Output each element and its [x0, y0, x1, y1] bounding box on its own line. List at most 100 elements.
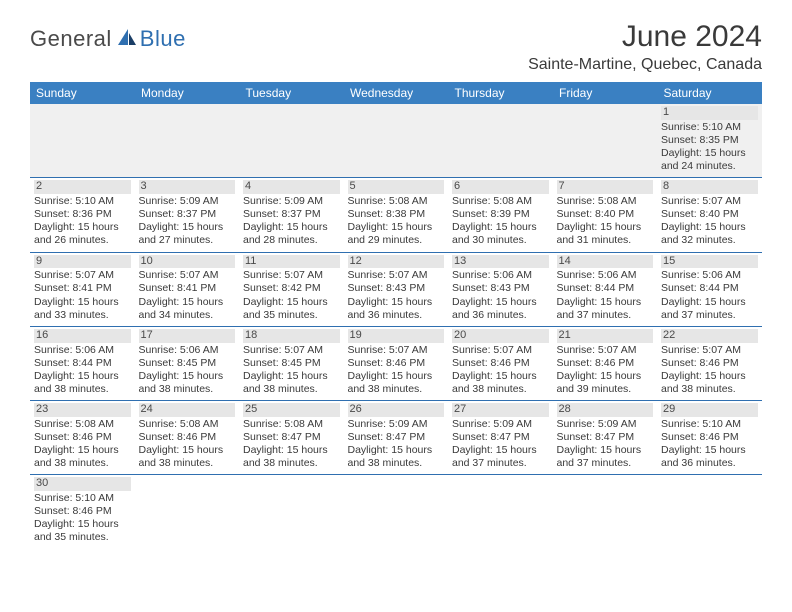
sunrise-text: Sunrise: 5:07 AM	[348, 344, 445, 357]
calendar-cell	[553, 104, 658, 178]
calendar-cell: 10Sunrise: 5:07 AMSunset: 8:41 PMDayligh…	[135, 252, 240, 326]
calendar-cell: 18Sunrise: 5:07 AMSunset: 8:45 PMDayligh…	[239, 326, 344, 400]
calendar-cell: 13Sunrise: 5:06 AMSunset: 8:43 PMDayligh…	[448, 252, 553, 326]
day-number: 8	[661, 180, 758, 194]
day-number: 23	[34, 403, 131, 417]
calendar-cell: 28Sunrise: 5:09 AMSunset: 8:47 PMDayligh…	[553, 401, 658, 475]
daylight-text: and 27 minutes.	[139, 234, 236, 247]
daylight-text: Daylight: 15 hours	[661, 370, 758, 383]
sunset-text: Sunset: 8:47 PM	[243, 431, 340, 444]
sunset-text: Sunset: 8:47 PM	[348, 431, 445, 444]
calendar-cell: 6Sunrise: 5:08 AMSunset: 8:39 PMDaylight…	[448, 178, 553, 252]
daylight-text: Daylight: 15 hours	[34, 221, 131, 234]
daylight-text: Daylight: 15 hours	[243, 221, 340, 234]
calendar-row: 23Sunrise: 5:08 AMSunset: 8:46 PMDayligh…	[30, 401, 762, 475]
calendar-cell: 16Sunrise: 5:06 AMSunset: 8:44 PMDayligh…	[30, 326, 135, 400]
calendar-cell: 7Sunrise: 5:08 AMSunset: 8:40 PMDaylight…	[553, 178, 658, 252]
calendar-cell: 27Sunrise: 5:09 AMSunset: 8:47 PMDayligh…	[448, 401, 553, 475]
calendar-cell	[657, 475, 762, 549]
page-header: General Blue June 2024 Sainte-Martine, Q…	[30, 20, 762, 74]
day-number: 21	[557, 329, 654, 343]
calendar-cell	[239, 104, 344, 178]
daylight-text: Daylight: 15 hours	[139, 296, 236, 309]
calendar-cell	[135, 475, 240, 549]
daylight-text: Daylight: 15 hours	[348, 370, 445, 383]
day-number: 29	[661, 403, 758, 417]
sunrise-text: Sunrise: 5:06 AM	[557, 269, 654, 282]
calendar-cell: 2Sunrise: 5:10 AMSunset: 8:36 PMDaylight…	[30, 178, 135, 252]
calendar-cell: 11Sunrise: 5:07 AMSunset: 8:42 PMDayligh…	[239, 252, 344, 326]
sunrise-text: Sunrise: 5:08 AM	[557, 195, 654, 208]
sunrise-text: Sunrise: 5:09 AM	[348, 418, 445, 431]
weekday-header: Saturday	[657, 82, 762, 104]
daylight-text: and 33 minutes.	[34, 309, 131, 322]
daylight-text: Daylight: 15 hours	[139, 370, 236, 383]
sunset-text: Sunset: 8:46 PM	[452, 357, 549, 370]
daylight-text: and 38 minutes.	[34, 457, 131, 470]
day-number: 5	[348, 180, 445, 194]
daylight-text: and 31 minutes.	[557, 234, 654, 247]
calendar-cell: 29Sunrise: 5:10 AMSunset: 8:46 PMDayligh…	[657, 401, 762, 475]
sunset-text: Sunset: 8:41 PM	[34, 282, 131, 295]
calendar-cell: 20Sunrise: 5:07 AMSunset: 8:46 PMDayligh…	[448, 326, 553, 400]
daylight-text: and 38 minutes.	[661, 383, 758, 396]
sunrise-text: Sunrise: 5:10 AM	[661, 121, 758, 134]
daylight-text: Daylight: 15 hours	[557, 370, 654, 383]
daylight-text: Daylight: 15 hours	[557, 444, 654, 457]
title-block: June 2024 Sainte-Martine, Quebec, Canada	[528, 20, 762, 74]
calendar-cell: 24Sunrise: 5:08 AMSunset: 8:46 PMDayligh…	[135, 401, 240, 475]
daylight-text: Daylight: 15 hours	[661, 296, 758, 309]
daylight-text: and 37 minutes.	[557, 457, 654, 470]
daylight-text: and 35 minutes.	[243, 309, 340, 322]
sunrise-text: Sunrise: 5:08 AM	[34, 418, 131, 431]
weekday-header: Monday	[135, 82, 240, 104]
calendar-page: General Blue June 2024 Sainte-Martine, Q…	[0, 0, 792, 559]
sunrise-text: Sunrise: 5:07 AM	[557, 344, 654, 357]
daylight-text: Daylight: 15 hours	[452, 370, 549, 383]
calendar-row: 2Sunrise: 5:10 AMSunset: 8:36 PMDaylight…	[30, 178, 762, 252]
day-number: 30	[34, 477, 131, 491]
sunrise-text: Sunrise: 5:07 AM	[661, 195, 758, 208]
calendar-cell: 12Sunrise: 5:07 AMSunset: 8:43 PMDayligh…	[344, 252, 449, 326]
day-number: 17	[139, 329, 236, 343]
daylight-text: Daylight: 15 hours	[348, 444, 445, 457]
day-number: 15	[661, 255, 758, 269]
sunrise-text: Sunrise: 5:08 AM	[348, 195, 445, 208]
daylight-text: and 38 minutes.	[348, 457, 445, 470]
calendar-row: 9Sunrise: 5:07 AMSunset: 8:41 PMDaylight…	[30, 252, 762, 326]
sunset-text: Sunset: 8:43 PM	[348, 282, 445, 295]
sunset-text: Sunset: 8:46 PM	[557, 357, 654, 370]
location: Sainte-Martine, Quebec, Canada	[528, 56, 762, 74]
calendar-cell: 14Sunrise: 5:06 AMSunset: 8:44 PMDayligh…	[553, 252, 658, 326]
day-number: 4	[243, 180, 340, 194]
sunrise-text: Sunrise: 5:07 AM	[243, 344, 340, 357]
sunrise-text: Sunrise: 5:07 AM	[348, 269, 445, 282]
calendar-cell: 1Sunrise: 5:10 AMSunset: 8:35 PMDaylight…	[657, 104, 762, 178]
calendar-cell: 30Sunrise: 5:10 AMSunset: 8:46 PMDayligh…	[30, 475, 135, 549]
calendar-cell	[344, 475, 449, 549]
sunset-text: Sunset: 8:46 PM	[661, 357, 758, 370]
daylight-text: and 36 minutes.	[661, 457, 758, 470]
sunset-text: Sunset: 8:46 PM	[34, 431, 131, 444]
month-title: June 2024	[528, 20, 762, 54]
daylight-text: Daylight: 15 hours	[452, 296, 549, 309]
daylight-text: and 38 minutes.	[243, 383, 340, 396]
calendar-cell	[448, 475, 553, 549]
sunrise-text: Sunrise: 5:10 AM	[34, 195, 131, 208]
sunrise-text: Sunrise: 5:08 AM	[243, 418, 340, 431]
sunrise-text: Sunrise: 5:07 AM	[452, 344, 549, 357]
calendar-cell	[239, 475, 344, 549]
calendar-cell: 15Sunrise: 5:06 AMSunset: 8:44 PMDayligh…	[657, 252, 762, 326]
sunset-text: Sunset: 8:47 PM	[452, 431, 549, 444]
weekday-header: Wednesday	[344, 82, 449, 104]
daylight-text: and 38 minutes.	[139, 457, 236, 470]
daylight-text: and 35 minutes.	[34, 531, 131, 544]
sunset-text: Sunset: 8:44 PM	[34, 357, 131, 370]
daylight-text: and 37 minutes.	[661, 309, 758, 322]
weekday-header: Sunday	[30, 82, 135, 104]
sunset-text: Sunset: 8:47 PM	[557, 431, 654, 444]
calendar-row: 30Sunrise: 5:10 AMSunset: 8:46 PMDayligh…	[30, 475, 762, 549]
daylight-text: and 26 minutes.	[34, 234, 131, 247]
daylight-text: and 32 minutes.	[661, 234, 758, 247]
sunset-text: Sunset: 8:41 PM	[139, 282, 236, 295]
